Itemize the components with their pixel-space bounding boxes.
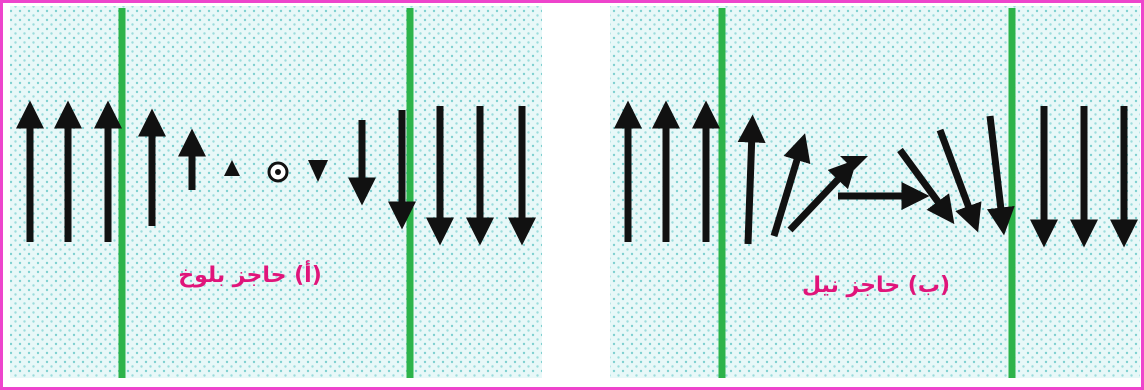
neel-panel: (ب) حاجز نيل <box>610 6 1140 378</box>
bloch-panel: (أ) حاجز بلوخ <box>10 6 542 378</box>
diagram: (أ) حاجز بلوخ (ب) حاجز نيل <box>0 0 1144 390</box>
panel-label: (ب) حاجز نيل <box>802 273 950 298</box>
panel-label: (أ) حاجز بلوخ <box>178 259 322 288</box>
